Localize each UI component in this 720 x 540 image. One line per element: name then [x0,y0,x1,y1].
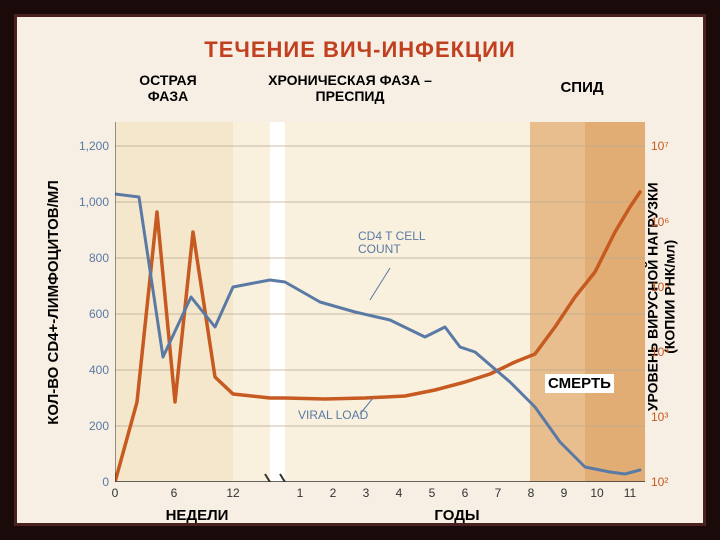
viral-annotation: VIRAL LOAD [298,408,368,422]
death-label: СМЕРТЬ [545,374,614,393]
phase-chronic-label: ХРОНИЧЕСКАЯ ФАЗА –ПРЕСПИД [235,72,465,104]
chart-frame: ТЕЧЕНИЕ ВИЧ-ИНФЕКЦИИ ОСТРАЯФАЗА ХРОНИЧЕС… [14,14,706,526]
chart-svg [115,122,645,482]
x-weeks-label: НЕДЕЛИ [137,507,257,524]
left-y-axis-label: КОЛ-ВО CD4+-ЛИМФОЦИТОВ/МЛ [43,137,63,467]
plot-area: СМЕРТЬ CD4 T CELLCOUNT VIRAL LOAD [115,122,645,482]
phase-aids-label: СПИД [537,79,627,96]
cd4-annotation: CD4 T CELLCOUNT [358,230,426,256]
x-years-label: ГОДЫ [397,507,517,524]
chart-title: ТЕЧЕНИЕ ВИЧ-ИНФЕКЦИИ [17,37,703,63]
phase-acute-label: ОСТРАЯФАЗА [103,72,233,104]
